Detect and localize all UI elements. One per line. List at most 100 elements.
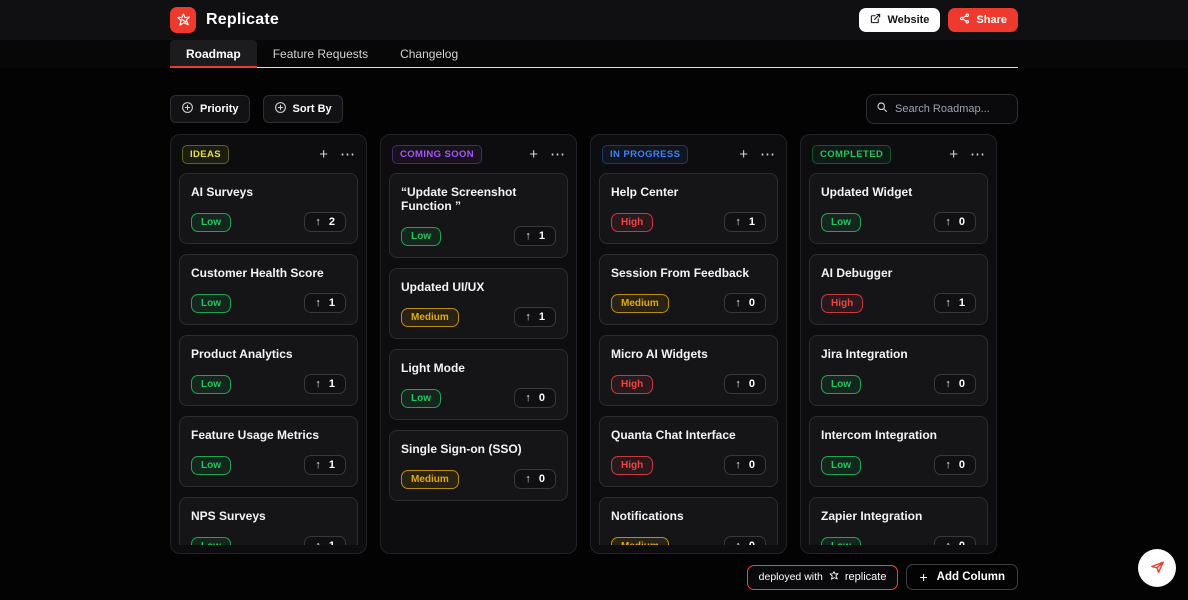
bottom-bar: deployed with replicate + Add Column <box>0 564 1188 590</box>
priority-badge: Low <box>191 455 231 475</box>
vote-count: 1 <box>328 378 335 390</box>
column-status-badge: COMING SOON <box>392 145 483 164</box>
priority-badge: High <box>821 293 864 313</box>
sort-by-label: Sort By <box>292 103 332 115</box>
card-footer: High ↑ 1 <box>611 212 766 232</box>
vote-count: 0 <box>538 473 545 485</box>
vote-count: 0 <box>958 378 965 390</box>
card-footer: Low ↑ 2 <box>191 212 346 232</box>
card-title: Updated Widget <box>821 185 913 199</box>
column-menu-button[interactable]: ⋯ <box>340 146 355 163</box>
vote-count: 0 <box>958 459 965 471</box>
sort-by-button[interactable]: Sort By <box>262 95 343 123</box>
upvote-arrow-icon: ↑ <box>945 216 951 228</box>
tab-changelog[interactable]: Changelog <box>400 46 459 61</box>
column-menu-button[interactable]: ⋯ <box>760 146 775 163</box>
roadmap-card[interactable]: Help Center High ↑ 1 <box>599 173 778 244</box>
replicate-mark-icon <box>828 570 840 585</box>
add-column-button[interactable]: + Add Column <box>906 564 1018 590</box>
card-list: “Update Screenshot Function ” Low ↑ 1 Update… <box>389 173 568 501</box>
upvote-button[interactable]: ↑1 <box>514 226 556 246</box>
upvote-button[interactable]: ↑0 <box>724 536 766 545</box>
upvote-button[interactable]: ↑1 <box>934 293 976 313</box>
roadmap-card[interactable]: AI Surveys Low ↑ 2 <box>179 173 358 244</box>
priority-badge: Medium <box>401 307 459 327</box>
share-button[interactable]: Share <box>948 8 1018 32</box>
vote-count: 0 <box>538 392 545 404</box>
roadmap-card[interactable]: Customer Health Score Low ↑ 1 <box>179 254 358 325</box>
roadmap-card[interactable]: Product Analytics Low ↑ 1 <box>179 335 358 406</box>
card-title: AI Surveys <box>191 185 254 199</box>
vote-count: 2 <box>328 216 335 228</box>
card-footer: Low ↑1 <box>191 455 346 475</box>
priority-badge: Low <box>821 374 861 394</box>
upvote-arrow-icon: ↑ <box>945 297 951 309</box>
card-footer: Medium ↑ 1 <box>401 307 556 327</box>
add-card-button[interactable]: + <box>319 146 328 163</box>
top-bar: Replicate Website Share <box>0 0 1188 40</box>
upvote-button[interactable]: ↑1 <box>304 455 346 475</box>
add-card-button[interactable]: + <box>529 146 538 163</box>
roadmap-card[interactable]: Single Sign-on (SSO) Medium ↑ 0 <box>389 430 568 501</box>
upvote-button[interactable]: ↑0 <box>934 455 976 475</box>
upvote-arrow-icon: ↑ <box>735 216 741 228</box>
website-button-label: Website <box>887 14 930 26</box>
add-card-button[interactable]: + <box>949 146 958 163</box>
roadmap-card[interactable]: Light Mode Low ↑ 0 <box>389 349 568 420</box>
column-menu-button[interactable]: ⋯ <box>970 146 985 163</box>
vote-count: 0 <box>748 459 755 471</box>
roadmap-card[interactable]: Quanta Chat Interface High ↑ 0 <box>599 416 778 487</box>
priority-badge: Low <box>821 455 861 475</box>
roadmap-card[interactable]: Jira Integration Low ↑ 0 <box>809 335 988 406</box>
roadmap-card[interactable]: Updated Widget Low ↑ 0 <box>809 173 988 244</box>
upvote-arrow-icon: ↑ <box>735 459 741 471</box>
upvote-button[interactable]: ↑0 <box>724 455 766 475</box>
roadmap-card[interactable]: Updated UI/UX Medium ↑ 1 <box>389 268 568 339</box>
column-actions: + ⋯ <box>319 147 355 162</box>
column-menu-button[interactable]: ⋯ <box>550 146 565 163</box>
tab-roadmap[interactable]: Roadmap <box>170 40 257 68</box>
priority-badge: Low <box>191 212 231 232</box>
vote-count: 1 <box>748 216 755 228</box>
roadmap-card[interactable]: Intercom Integration Low ↑ 0 <box>809 416 988 487</box>
column-header: IDEAS + ⋯ <box>179 143 358 173</box>
deployed-with-replicate-badge[interactable]: deployed with replicate <box>746 564 899 590</box>
upvote-button[interactable]: ↑0 <box>724 374 766 394</box>
upvote-button[interactable]: ↑1 <box>514 307 556 327</box>
upvote-button[interactable]: ↑0 <box>724 293 766 313</box>
upvote-button[interactable]: ↑0 <box>514 388 556 408</box>
vote-count: 1 <box>328 459 335 471</box>
card-footer: High ↑ 0 <box>611 374 766 394</box>
roadmap-card[interactable]: Session From Feedback Medium ↑ 0 <box>599 254 778 325</box>
upvote-arrow-icon: ↑ <box>315 216 321 228</box>
card-title: Customer Health Score <box>191 266 324 280</box>
upvote-button[interactable]: ↑0 <box>934 536 976 545</box>
upvote-button[interactable]: ↑0 <box>934 374 976 394</box>
upvote-arrow-icon: ↑ <box>525 392 531 404</box>
card-title: Quanta Chat Interface <box>611 428 736 442</box>
upvote-button[interactable]: ↑ 2 <box>304 212 346 232</box>
upvote-button[interactable]: ↑0 <box>934 212 976 232</box>
tab-feature-requests[interactable]: Feature Requests <box>272 46 369 61</box>
card-footer: Low↑1 <box>401 226 556 246</box>
priority-badge: High <box>611 212 654 232</box>
vote-count: 1 <box>329 540 335 545</box>
website-button[interactable]: Website <box>859 8 941 32</box>
upvote-button[interactable]: ↑1 <box>304 374 346 394</box>
add-card-button[interactable]: + <box>739 146 748 163</box>
upvote-button[interactable]: ↑1 <box>724 212 766 232</box>
roadmap-card[interactable]: Micro AI Widgets High ↑ 0 <box>599 335 778 406</box>
upvote-button[interactable]: ↑0 <box>514 469 556 489</box>
priority-filter-button[interactable]: Priority <box>170 95 250 123</box>
feedback-send-button[interactable] <box>1138 549 1176 587</box>
roadmap-card[interactable]: “Update Screenshot Function ” Low ↑ 1 <box>389 173 568 258</box>
roadmap-card[interactable]: NotificationsMedium↑0 <box>599 497 778 545</box>
roadmap-card[interactable]: Feature Usage Metrics Low ↑ 1 <box>179 416 358 487</box>
upvote-button[interactable]: ↑1 <box>304 536 346 545</box>
vote-count: 0 <box>959 540 965 545</box>
search-input[interactable] <box>895 103 1008 115</box>
upvote-button[interactable]: ↑1 <box>304 293 346 313</box>
roadmap-card[interactable]: AI Debugger High ↑ 1 <box>809 254 988 325</box>
